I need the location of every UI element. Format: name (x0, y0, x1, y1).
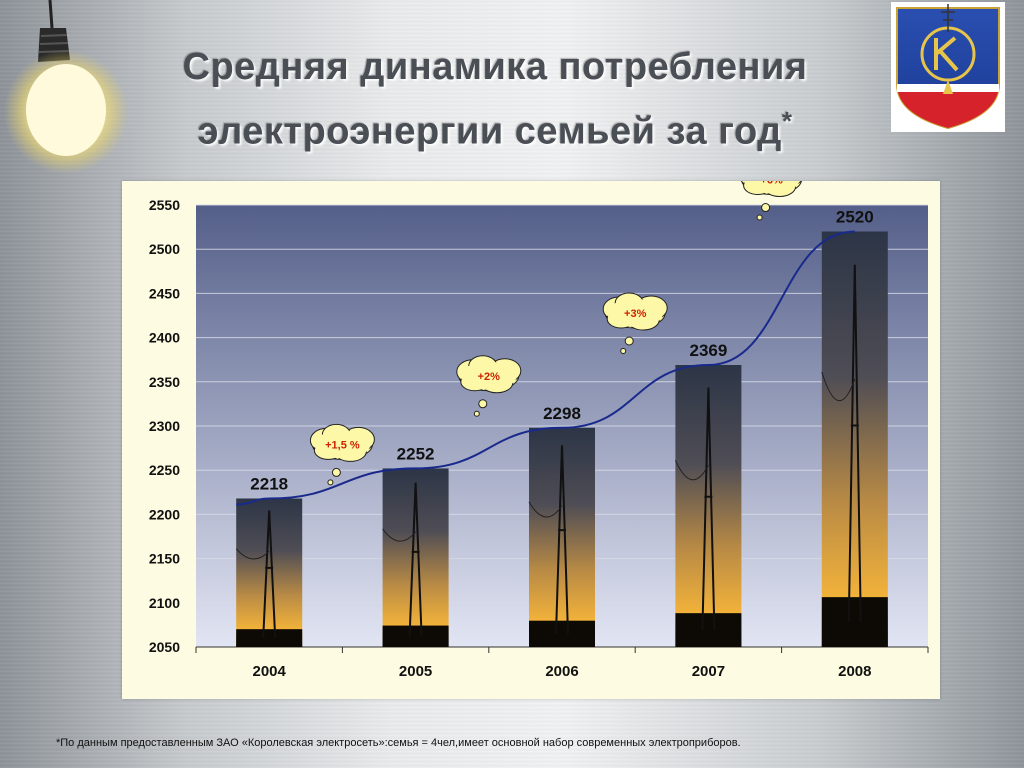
pylon-silhouette (701, 387, 716, 631)
power-wire (382, 528, 416, 542)
plot-area: 2050 2100 2150 2200 2250 2300 2350 2400 2450 2500… (149, 181, 929, 680)
callout-cloud: +6% (740, 181, 802, 221)
y-tick-label: 2300 (149, 418, 180, 434)
callout-label: +2% (478, 371, 501, 383)
pylon-silhouette (555, 445, 569, 634)
y-tick-label: 2150 (149, 551, 180, 567)
x-tick-label: 2004 (253, 663, 287, 680)
bar-value-label: 2218 (250, 474, 288, 493)
callout-cloud: +1,5 % (309, 423, 375, 486)
bar-value-label: 2369 (689, 341, 727, 360)
bar-chart: 2050 2100 2150 2200 2250 2300 2350 2400 2450 2500… (149, 181, 929, 680)
y-tick-label: 2400 (149, 330, 180, 346)
bar-value-label: 2252 (397, 444, 435, 463)
bar-2007 (674, 365, 742, 647)
cloud-fill (314, 430, 371, 459)
x-tick-label: 2006 (545, 663, 578, 680)
footnote: *По данным предоставленным ЗАО «Королевс… (56, 737, 741, 749)
cloud-fill (460, 361, 517, 390)
cloud-tail-bubble (473, 410, 480, 417)
trend-line (236, 230, 855, 506)
y-tick-label: 2200 (149, 506, 180, 522)
bar-ground (382, 625, 449, 647)
bar-ground (821, 597, 888, 647)
cloud-tail-bubble (478, 399, 488, 409)
y-tick-label: 2100 (149, 595, 180, 611)
y-tick-label: 2250 (149, 462, 180, 478)
title-footnote-marker: * (781, 106, 793, 136)
callout-cloud: +3% (602, 292, 668, 355)
city-coat-of-arms-logo (891, 2, 1005, 132)
bar-ground (675, 613, 742, 647)
power-wire (235, 548, 270, 560)
cloud-tail-bubble (756, 214, 763, 221)
y-tick-label: 2500 (149, 241, 180, 257)
callout-label: +1,5 % (325, 439, 360, 451)
bar-2006 (528, 427, 595, 647)
power-wire (821, 371, 856, 402)
y-tick-label: 2450 (149, 285, 180, 301)
pylon-silhouette (262, 510, 277, 639)
bar-2008 (821, 231, 888, 647)
cloud-tail-bubble (327, 479, 334, 486)
bar-value-label: 2520 (836, 208, 874, 227)
bar-ground (236, 629, 303, 647)
chart-panel: 2050 2100 2150 2200 2250 2300 2350 2400 2450 2500… (122, 181, 940, 699)
bar-value-label: 2298 (543, 404, 581, 423)
pylon-silhouette (847, 264, 862, 623)
pylon-silhouette (408, 482, 423, 637)
callout-label: +3% (624, 308, 647, 320)
callout-label: +6% (760, 181, 783, 187)
y-tick-label: 2350 (149, 374, 180, 390)
bar-2004 (235, 498, 303, 647)
bar-2005 (382, 468, 449, 647)
y-tick-label: 2550 (149, 197, 180, 213)
power-wire (674, 460, 709, 481)
x-tick-label: 2007 (692, 663, 725, 680)
callout-cloud: +2% (456, 355, 522, 417)
cloud-fill (743, 181, 800, 194)
slide-title: Средняя динамика потребления электроэнер… (125, 40, 865, 159)
title-line-1: Средняя динамика потребления (182, 46, 808, 88)
y-tick-label: 2050 (149, 639, 180, 655)
cloud-tail-bubble (331, 467, 341, 477)
bar-ground (529, 620, 595, 647)
title-line-2: электроэнергии семьей за год (197, 110, 782, 153)
x-tick-label: 2005 (399, 663, 432, 680)
cloud-fill (607, 299, 664, 328)
cloud-tail-bubble (761, 203, 771, 213)
cloud-tail-bubble (620, 348, 627, 355)
x-tick-label: 2008 (838, 663, 871, 680)
power-wire (528, 501, 563, 518)
cloud-tail-bubble (624, 336, 634, 346)
light-bulb-icon (4, 0, 128, 174)
